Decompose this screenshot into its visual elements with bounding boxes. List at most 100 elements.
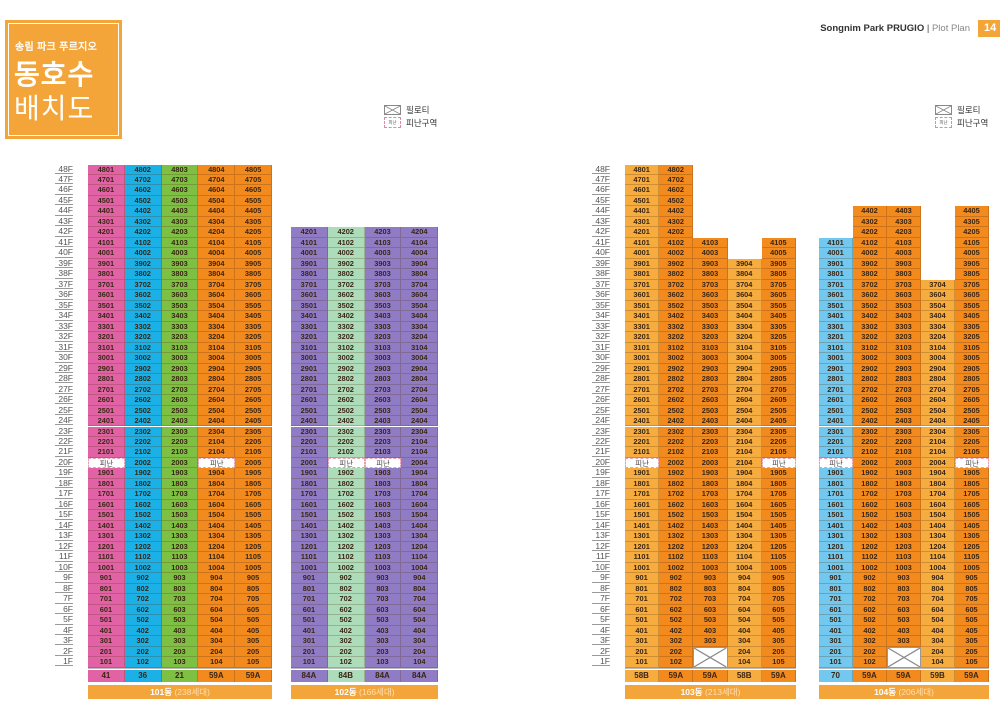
unit-cell: 3601 — [291, 290, 328, 301]
unit-cell: 702 — [853, 594, 887, 605]
unit-cell: 3803 — [161, 269, 199, 280]
unit-cell: 1401 — [625, 520, 660, 532]
unit-cell: 4701 — [625, 174, 660, 186]
unit-cell: 3101 — [291, 342, 328, 354]
unit-cell: 3603 — [161, 290, 199, 301]
unit-cell: 1602 — [853, 499, 887, 511]
unit-cell: 2405 — [761, 416, 796, 427]
floor-label: 6F — [592, 604, 610, 615]
unit-cell: 4105 — [955, 237, 989, 249]
unit-cell: 2504 — [727, 405, 762, 416]
unit-cell: 2403 — [364, 416, 402, 427]
unit-cell: 2701 — [88, 384, 125, 396]
unit-cell: 202 — [853, 646, 887, 658]
unit-cell: 501 — [625, 615, 660, 626]
unit-cell: 3902 — [659, 258, 694, 270]
unit-cell: 1902 — [327, 468, 365, 479]
unit-cell: 3605 — [235, 290, 272, 301]
unit-cell: 4102 — [124, 237, 162, 249]
unit-cell: 603 — [161, 604, 199, 616]
unit-cell: 2803 — [693, 374, 728, 385]
unit-cell: 2402 — [327, 416, 365, 427]
unit-cell: 3203 — [693, 332, 728, 343]
unit-cell: 2901 — [291, 363, 328, 375]
unit-cell: 4004 — [401, 248, 439, 259]
unit-cell: 2802 — [124, 374, 162, 385]
unit-cell: 3105 — [955, 342, 989, 354]
unit-cell: 102 — [853, 657, 887, 668]
unit-cell: 3205 — [955, 332, 989, 343]
unit-cell: 2205 — [955, 436, 989, 448]
unit-cell: 2404 — [198, 416, 236, 427]
evacuation-cell: 피난 — [955, 457, 989, 469]
unit-cell: 3505 — [761, 300, 796, 312]
unit-cell: 2901 — [625, 363, 660, 375]
unit-cell: 1305 — [235, 531, 272, 542]
unit-cell: 4005 — [955, 248, 989, 259]
unit-cell: 1805 — [761, 478, 796, 490]
unit-cell: 3002 — [124, 353, 162, 364]
unit-cell: 1901 — [291, 468, 328, 479]
floor-label: 1F — [55, 656, 73, 667]
unit-cell: 3205 — [235, 332, 272, 343]
unit-cell: 2804 — [401, 374, 439, 385]
unit-cell: 3304 — [401, 321, 439, 333]
unit-cell: 304 — [921, 636, 955, 647]
unit-cell: 2603 — [887, 395, 921, 406]
unit-cell: 3802 — [659, 269, 694, 280]
unit-cell: 4105 — [761, 237, 796, 249]
unit-cell: 2702 — [124, 384, 162, 396]
unit-cell: 2601 — [819, 395, 853, 406]
unit-cell: 1501 — [625, 510, 660, 521]
separator-line — [291, 668, 439, 669]
unit-cell: 3302 — [327, 321, 365, 333]
unit-cell: 3203 — [161, 332, 199, 343]
unit-cell: 2605 — [235, 395, 272, 406]
unit-cell: 3502 — [327, 300, 365, 312]
floor-label: 43F — [592, 216, 610, 227]
unit-cell: 1703 — [693, 489, 728, 500]
unit-cell: 402 — [124, 625, 162, 637]
unit-type-cell: 58B — [625, 670, 660, 682]
unit-cell: 1603 — [364, 499, 402, 511]
floor-label: 42F — [592, 227, 610, 237]
unit-cell: 3404 — [401, 311, 439, 322]
unit-cell: 1002 — [124, 562, 162, 574]
unit-cell: 703 — [693, 594, 728, 605]
unit-cell: 1902 — [853, 468, 887, 479]
unit-cell: 3204 — [401, 332, 439, 343]
unit-cell: 2701 — [291, 384, 328, 396]
floor-label: 9F — [592, 573, 610, 583]
evacuation-cell: 피난 — [198, 457, 236, 469]
unit-cell: 605 — [955, 604, 989, 616]
unit-cell: 2602 — [124, 395, 162, 406]
separator-line — [88, 668, 272, 669]
floor-label: 37F — [55, 279, 73, 290]
unit-cell: 3401 — [819, 311, 853, 322]
unit-cell: 3803 — [887, 269, 921, 280]
unit-cell: 1704 — [198, 489, 236, 500]
floor-label: 8F — [592, 583, 610, 594]
unit-cell: 204 — [198, 646, 236, 658]
floor-label: 28F — [592, 373, 610, 384]
unit-cell: 2802 — [327, 374, 365, 385]
unit-cell: 3602 — [659, 290, 694, 301]
unit-cell: 601 — [625, 604, 660, 616]
unit-cell: 3104 — [198, 342, 236, 354]
unit-cell: 2701 — [625, 384, 660, 396]
unit-cell: 1102 — [124, 552, 162, 563]
unit-cell: 2201 — [625, 436, 660, 448]
unit-cell: 502 — [327, 615, 365, 626]
unit-cell: 401 — [625, 625, 660, 637]
unit-cell: 4203 — [887, 227, 921, 238]
unit-cell: 3904 — [401, 258, 439, 270]
unit-cell: 3202 — [327, 332, 365, 343]
unit-type-cell: 58B — [727, 670, 762, 682]
unit-cell: 803 — [161, 583, 199, 595]
title-line-1: 동호수 — [14, 59, 95, 90]
unit-cell: 3802 — [853, 269, 887, 280]
unit-cell: 805 — [761, 583, 796, 595]
unit-cell: 3604 — [727, 290, 762, 301]
unit-cell: 203 — [161, 646, 199, 658]
floor-label: 26F — [592, 394, 610, 405]
